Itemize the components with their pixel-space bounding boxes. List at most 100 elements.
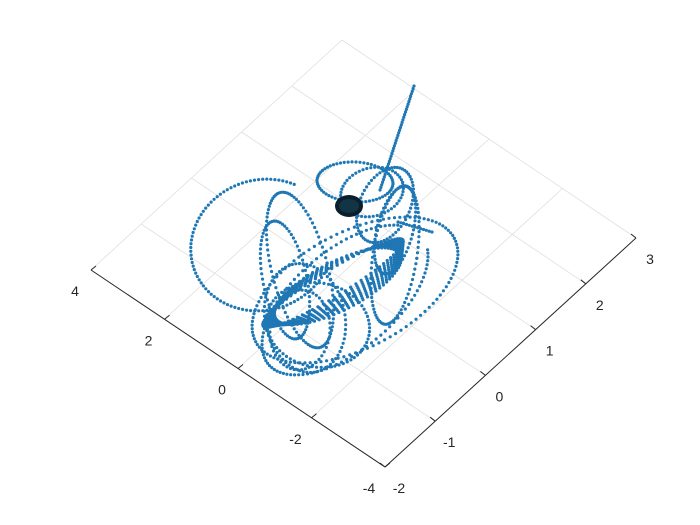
trajectory-point <box>354 232 359 236</box>
trajectory-point <box>417 220 421 224</box>
trajectory-point <box>273 316 277 320</box>
trajectory-point <box>312 285 316 289</box>
trajectory-point <box>300 368 304 372</box>
trajectory-point <box>370 255 375 259</box>
trajectory-point <box>323 167 327 171</box>
trajectory-point <box>292 195 296 199</box>
trajectory-point <box>293 289 297 293</box>
trajectory-point <box>263 300 267 304</box>
trajectory-point <box>297 200 301 204</box>
trajectory-point <box>329 235 333 239</box>
trajectory-point <box>295 322 300 326</box>
trajectory-point <box>373 257 377 261</box>
trajectory-point <box>267 303 271 307</box>
trajectory-point <box>317 296 321 300</box>
trajectory-point <box>363 215 367 219</box>
trajectory-point <box>383 246 387 250</box>
trajectory-point <box>285 372 289 376</box>
trajectory-point <box>265 329 269 333</box>
trajectory-point <box>379 240 383 244</box>
trajectory-point <box>287 229 291 233</box>
trajectory-point <box>305 325 309 329</box>
trajectory-point <box>322 350 326 354</box>
trajectory-point <box>438 222 442 226</box>
trajectory-point <box>381 180 385 184</box>
trajectory-point <box>364 311 368 315</box>
trajectory-point <box>387 216 391 220</box>
trajectory-point <box>422 217 426 221</box>
trajectory-point <box>398 175 402 179</box>
trajectory-point <box>407 223 411 227</box>
trajectory-point <box>281 179 285 183</box>
trajectory-point <box>191 264 195 268</box>
trajectory-point <box>308 263 312 267</box>
trajectory-point <box>413 225 417 229</box>
trajectory-point <box>276 302 280 306</box>
trajectory-point <box>218 192 222 196</box>
trajectory-point <box>331 303 336 307</box>
trajectory-point <box>305 370 309 374</box>
trajectory-point <box>264 233 269 237</box>
trajectory-point <box>264 295 268 299</box>
trajectory-point <box>302 263 306 267</box>
trajectory-point <box>387 159 391 163</box>
trajectory-point <box>282 295 286 299</box>
trajectory-point <box>289 232 293 237</box>
trajectory-point <box>403 215 407 219</box>
trajectory-point <box>241 307 245 311</box>
trajectory-point <box>275 350 279 355</box>
trajectory-point <box>292 367 296 372</box>
trajectory-point <box>343 318 348 322</box>
trajectory-point <box>310 261 314 265</box>
trajectory-point <box>261 353 265 357</box>
trajectory-point <box>301 362 305 366</box>
trajectory-point <box>322 367 326 371</box>
trajectory-point <box>372 244 376 248</box>
trajectory-point <box>306 213 310 217</box>
trajectory-point <box>282 363 286 367</box>
trajectory-point <box>377 223 381 228</box>
x-tick <box>630 233 637 239</box>
trajectory-point <box>409 237 413 241</box>
trajectory-point <box>390 274 394 278</box>
trajectory-point <box>292 259 296 263</box>
trajectory-point <box>319 368 323 372</box>
trajectory-point <box>455 242 459 247</box>
trajectory-point <box>331 298 335 302</box>
trajectory-point <box>451 233 455 237</box>
trajectory-point <box>312 265 316 269</box>
trajectory-point <box>290 193 294 198</box>
trajectory-point <box>219 299 223 303</box>
x-tick-label: -2 <box>393 480 406 496</box>
trajectory-point <box>268 354 272 358</box>
trajectory-point <box>259 267 263 271</box>
trajectory-point <box>255 304 259 308</box>
trajectory-point <box>340 187 344 191</box>
trajectory-point <box>349 358 353 362</box>
trajectory-point <box>307 289 311 293</box>
trajectory-point <box>453 268 457 272</box>
trajectory-point <box>397 199 401 203</box>
trajectory-point <box>324 192 328 196</box>
trajectory-point <box>272 356 276 360</box>
trajectory-point <box>388 335 392 339</box>
trajectory-point <box>399 308 403 312</box>
trajectory-point <box>455 260 459 264</box>
trajectory-point <box>266 286 270 291</box>
trajectory-point <box>278 354 282 358</box>
trajectory-point <box>400 311 404 316</box>
trajectory-point <box>325 165 330 169</box>
trajectory-point <box>370 300 374 304</box>
trajectory-point <box>261 177 265 181</box>
trajectory-point <box>197 216 201 220</box>
trajectory-point <box>283 288 287 292</box>
trajectory-point <box>406 102 410 106</box>
trajectory-point <box>351 294 355 298</box>
trajectory-point <box>244 180 248 184</box>
trajectory-point <box>319 365 323 369</box>
trajectory-point <box>250 330 255 334</box>
trajectory-point <box>426 259 430 263</box>
trajectory-point <box>395 136 399 140</box>
trajectory-point <box>257 345 261 349</box>
trajectory-point <box>204 287 208 291</box>
